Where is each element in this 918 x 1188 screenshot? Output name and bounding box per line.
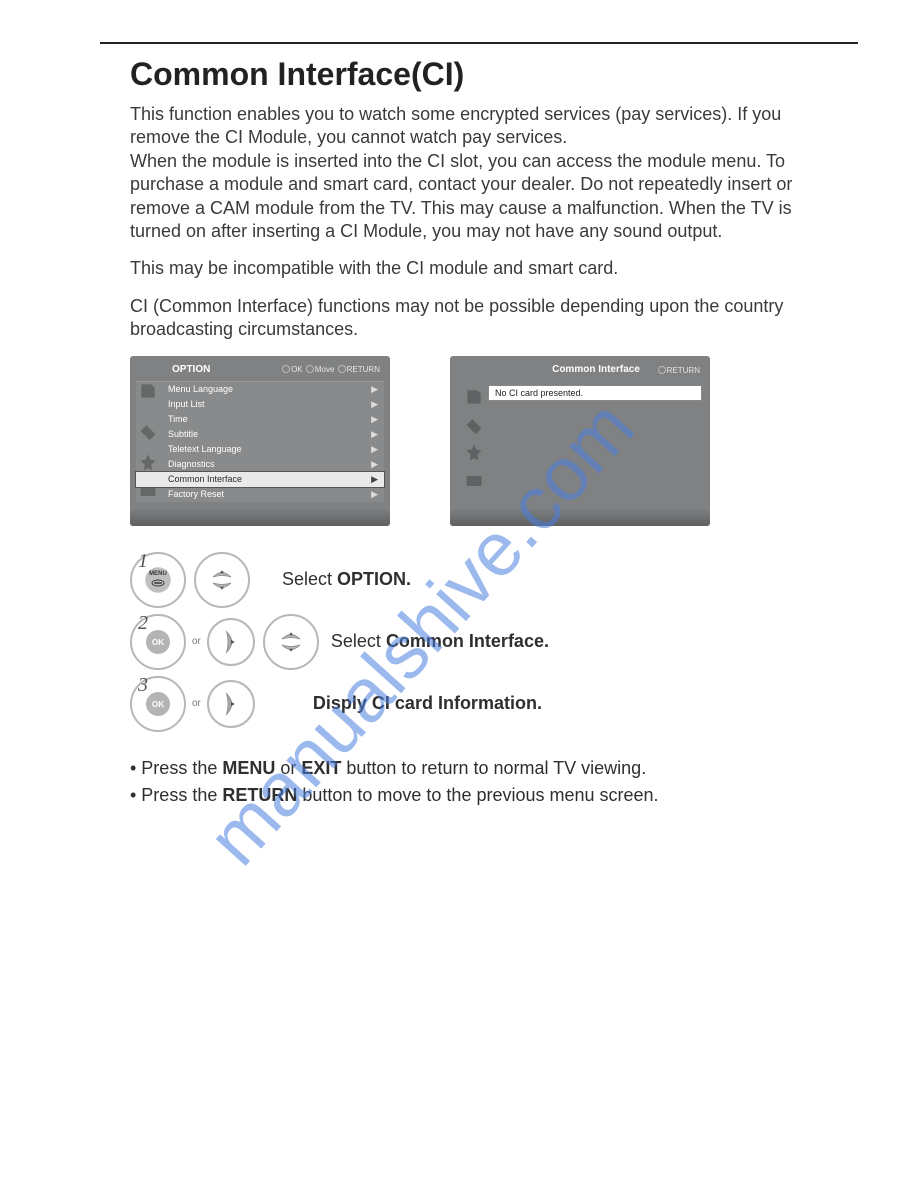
- osd-item-common-interface[interactable]: Common Interface ▶: [136, 472, 384, 487]
- osd-ci-header: Common Interface RETURN: [450, 364, 710, 379]
- osd-ci-message: No CI card presented.: [495, 388, 583, 398]
- svg-text:OK: OK: [152, 700, 164, 709]
- osd-option-panel: OPTION OK Move RETURN Menu Language ▶ Inp…: [130, 356, 390, 526]
- chevron-right-icon: ▶: [371, 474, 378, 485]
- osd-item-label: Common Interface: [168, 474, 242, 484]
- osd-item-input-list[interactable]: Input List ▶: [136, 397, 384, 412]
- return-hint-icon: [338, 365, 346, 373]
- step-text-bold: OPTION.: [337, 569, 411, 589]
- step-text-bold: Common Interface.: [386, 631, 549, 651]
- updown-nav-icon: [263, 614, 319, 670]
- chevron-right-icon: ▶: [371, 384, 378, 395]
- ok-hint-icon: [282, 365, 290, 373]
- chevron-right-icon: ▶: [371, 399, 378, 410]
- osd-option-hints: OK Move RETURN: [281, 365, 380, 374]
- note-text: • Press the: [130, 785, 222, 805]
- osd-item-label: Time: [168, 414, 188, 424]
- osd-item-label: Diagnostics: [168, 459, 215, 469]
- step-1-text: Select OPTION.: [282, 569, 411, 590]
- paragraph-compat: This may be incompatible with the CI mod…: [130, 257, 818, 280]
- step-1: 1 MENU Select OPTION.: [130, 552, 818, 608]
- step-text-prefix: Select: [282, 569, 337, 589]
- ok-hint-text: OK: [291, 365, 303, 374]
- note-bold: RETURN: [222, 785, 297, 805]
- osd-ci-hints: RETURN: [657, 366, 700, 375]
- move-hint-text: Move: [315, 365, 335, 374]
- move-hint-icon: [306, 365, 314, 373]
- top-divider: [100, 42, 858, 44]
- paragraph-country: CI (Common Interface) functions may not …: [130, 295, 818, 342]
- osd-item-label: Input List: [168, 399, 205, 409]
- note-bold: MENU: [222, 758, 275, 778]
- right-nav-icon: [207, 618, 255, 666]
- step-text-prefix: Select: [331, 631, 386, 651]
- osd-item-factory-reset[interactable]: Factory Reset ▶: [136, 487, 384, 502]
- instruction-steps: 1 MENU Select OPTION.: [130, 552, 818, 732]
- osd-ci-side-icons: [456, 386, 480, 492]
- note-text: • Press the: [130, 758, 222, 778]
- note-line-2: • Press the RETURN button to move to the…: [130, 785, 818, 806]
- step-number-3: 3: [138, 674, 148, 697]
- step-number-2: 2: [138, 612, 148, 635]
- osd-item-diagnostics[interactable]: Diagnostics ▶: [136, 457, 384, 472]
- chevron-right-icon: ▶: [371, 414, 378, 425]
- chevron-right-icon: ▶: [371, 489, 378, 500]
- osd-item-menu-language[interactable]: Menu Language ▶: [136, 382, 384, 397]
- step-2: 2 OK or: [130, 614, 818, 670]
- osd-item-subtitle[interactable]: Subtitle ▶: [136, 427, 384, 442]
- page-title: Common Interface(CI): [130, 56, 818, 93]
- ci-side-icon-3: [462, 442, 486, 464]
- step-number-1: 1: [138, 550, 148, 573]
- osd-item-teletext-language[interactable]: Teletext Language ▶: [136, 442, 384, 457]
- osd-footer-gradient: [130, 508, 390, 526]
- osd-item-label: Menu Language: [168, 384, 233, 394]
- ci-side-icon-2: [462, 414, 486, 436]
- note-text: button to move to the previous menu scre…: [297, 785, 658, 805]
- osd-item-time[interactable]: Time ▶: [136, 412, 384, 427]
- paragraph-intro: This function enables you to watch some …: [130, 103, 818, 243]
- osd-ci-title: Common Interface: [552, 364, 640, 375]
- osd-screens-row: OPTION OK Move RETURN Menu Language ▶ Inp…: [130, 356, 818, 526]
- ci-side-icon-1: [462, 386, 486, 408]
- right-nav-icon: [207, 680, 255, 728]
- ci-side-icon-4: [462, 470, 486, 492]
- menu-label: MENU: [149, 570, 167, 576]
- osd-option-title: OPTION: [172, 364, 210, 375]
- return-hint-text: RETURN: [347, 365, 380, 374]
- osd-item-label: Factory Reset: [168, 489, 224, 499]
- osd-ci-panel: Common Interface RETURN No CI card prese…: [450, 356, 710, 526]
- osd-item-label: Subtitle: [168, 429, 198, 439]
- step-3: 3 OK or Disply CI card Information.: [130, 676, 818, 732]
- or-separator: or: [192, 698, 201, 709]
- note-bold: EXIT: [301, 758, 341, 778]
- updown-nav-icon: [194, 552, 250, 608]
- step-3-text: Disply CI card Information.: [313, 693, 542, 714]
- step-text-bold: Disply CI card Information.: [313, 693, 542, 713]
- osd-item-label: Teletext Language: [168, 444, 242, 454]
- svg-text:OK: OK: [152, 638, 164, 647]
- step-2-text: Select Common Interface.: [331, 631, 549, 652]
- manual-page: Common Interface(CI) This function enabl…: [0, 0, 918, 872]
- return-hint-icon: [658, 366, 666, 374]
- return-hint-text: RETURN: [667, 366, 700, 375]
- chevron-right-icon: ▶: [371, 444, 378, 455]
- note-text: or: [275, 758, 301, 778]
- or-separator: or: [192, 636, 201, 647]
- footer-notes: • Press the MENU or EXIT button to retur…: [130, 758, 818, 806]
- osd-option-header: OPTION OK Move RETURN: [130, 364, 390, 379]
- osd-ci-message-box: No CI card presented.: [488, 385, 702, 401]
- osd-option-list: Menu Language ▶ Input List ▶ Time ▶ Subtitl…: [136, 381, 384, 502]
- chevron-right-icon: ▶: [371, 429, 378, 440]
- chevron-right-icon: ▶: [371, 459, 378, 470]
- note-line-1: • Press the MENU or EXIT button to retur…: [130, 758, 818, 779]
- note-text: button to return to normal TV viewing.: [341, 758, 646, 778]
- osd-footer-gradient: [450, 508, 710, 526]
